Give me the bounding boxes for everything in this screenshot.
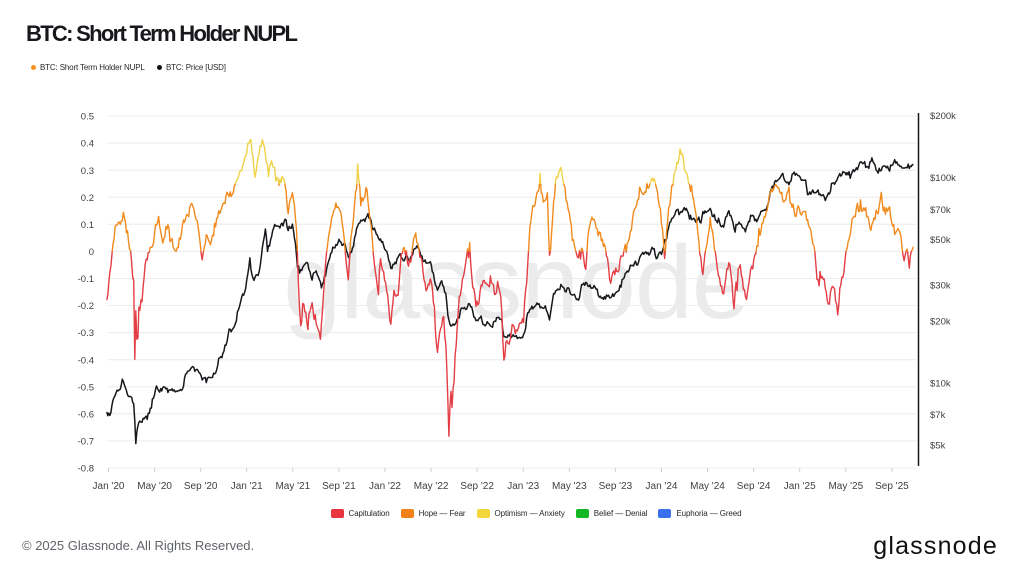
- svg-text:-0.5: -0.5: [78, 382, 94, 393]
- svg-text:Sep '20: Sep '20: [184, 481, 218, 492]
- svg-text:0.4: 0.4: [81, 139, 94, 150]
- svg-text:-0.6: -0.6: [78, 409, 94, 420]
- svg-text:Jan '23: Jan '23: [507, 481, 539, 492]
- svg-text:glassnode: glassnode: [283, 225, 748, 341]
- svg-text:Jan '21: Jan '21: [231, 481, 263, 492]
- svg-text:May '22: May '22: [414, 481, 449, 492]
- svg-text:$7k: $7k: [930, 410, 946, 421]
- svg-text:-0.8: -0.8: [78, 464, 94, 475]
- svg-text:0.5: 0.5: [81, 112, 94, 123]
- svg-text:May '20: May '20: [137, 481, 172, 492]
- svg-text:0.1: 0.1: [81, 220, 94, 231]
- svg-text:-0.2: -0.2: [78, 301, 94, 312]
- svg-text:0.3: 0.3: [81, 166, 94, 177]
- svg-text:$70k: $70k: [930, 205, 951, 216]
- svg-text:Sep '23: Sep '23: [599, 481, 633, 492]
- svg-text:May '23: May '23: [552, 481, 587, 492]
- svg-text:May '25: May '25: [828, 481, 863, 492]
- svg-text:$100k: $100k: [930, 173, 956, 184]
- svg-text:May '24: May '24: [690, 481, 725, 492]
- svg-text:$10k: $10k: [930, 378, 951, 389]
- svg-text:0.2: 0.2: [81, 193, 94, 204]
- svg-text:$50k: $50k: [930, 235, 951, 246]
- svg-text:$20k: $20k: [930, 317, 951, 328]
- svg-text:$200k: $200k: [930, 111, 956, 122]
- svg-text:Jan '25: Jan '25: [784, 481, 816, 492]
- svg-text:-0.1: -0.1: [78, 274, 94, 285]
- svg-text:Sep '25: Sep '25: [875, 481, 909, 492]
- svg-text:-0.3: -0.3: [78, 328, 94, 339]
- svg-text:$30k: $30k: [930, 280, 951, 291]
- svg-text:Jan '22: Jan '22: [369, 481, 401, 492]
- svg-text:May '21: May '21: [275, 481, 310, 492]
- svg-text:-0.7: -0.7: [78, 437, 94, 448]
- svg-text:Jan '20: Jan '20: [93, 481, 125, 492]
- svg-text:Sep '21: Sep '21: [322, 481, 356, 492]
- svg-text:Jan '24: Jan '24: [646, 481, 678, 492]
- svg-text:Sep '22: Sep '22: [460, 481, 494, 492]
- svg-text:0: 0: [89, 247, 94, 258]
- svg-text:-0.4: -0.4: [78, 355, 94, 366]
- svg-text:Sep '24: Sep '24: [737, 481, 771, 492]
- svg-text:$5k: $5k: [930, 440, 946, 451]
